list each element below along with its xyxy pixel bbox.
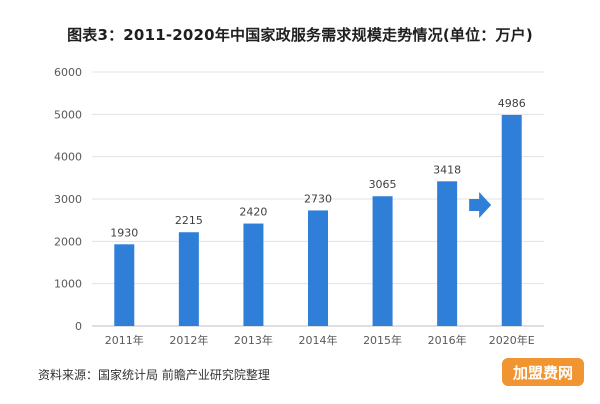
arrow-icon xyxy=(469,192,492,218)
y-tick-label: 1000 xyxy=(54,278,82,291)
bar xyxy=(437,181,458,326)
bar xyxy=(308,210,328,326)
bar-value-label: 3065 xyxy=(369,178,397,191)
x-tick-label: 2013年 xyxy=(234,333,273,347)
x-tick-label: 2016年 xyxy=(428,333,467,347)
bars: 1930 2215 2420 2730 3065 3418 4986 xyxy=(110,97,526,327)
y-tick-label: 4000 xyxy=(54,151,82,164)
logo-text: 加盟费网 xyxy=(512,364,573,382)
bar-value-label: 4986 xyxy=(498,97,526,110)
watermark-logo: 加盟费网 xyxy=(502,358,584,386)
source-note: 资料来源：国家统计局 前瞻产业研究院整理 xyxy=(38,368,270,382)
y-tick-label: 5000 xyxy=(54,108,82,121)
y-tick-label: 0 xyxy=(75,320,82,333)
chart-title: 图表3：2011-2020年中国家政服务需求规模走势情况(单位：万户) xyxy=(67,26,533,44)
bar-value-label: 1930 xyxy=(110,226,138,239)
y-tick-label: 3000 xyxy=(54,193,82,206)
bar xyxy=(501,114,522,327)
trend-arrow xyxy=(469,192,492,218)
x-tick-label: 2015年 xyxy=(363,333,402,347)
bar-value-label: 2215 xyxy=(175,214,203,227)
y-tick-label: 6000 xyxy=(54,66,82,79)
bar-value-label: 2420 xyxy=(239,206,267,219)
x-tick-label: 2014年 xyxy=(299,333,338,347)
x-axis: 2011年 2012年 2013年 2014年 2015年 2016年 2020年E xyxy=(105,333,535,347)
bar xyxy=(243,223,264,326)
bar xyxy=(114,244,135,326)
x-tick-label: 2020年E xyxy=(489,333,535,347)
bar xyxy=(372,196,393,326)
bar-value-label: 3418 xyxy=(433,163,461,176)
x-tick-label: 2012年 xyxy=(169,333,208,347)
bar xyxy=(178,232,199,326)
x-tick-label: 2011年 xyxy=(105,333,144,347)
y-tick-label: 2000 xyxy=(54,235,82,248)
bar-value-label: 2730 xyxy=(304,192,332,205)
y-axis: 0 1000 2000 3000 4000 5000 6000 xyxy=(54,66,82,333)
